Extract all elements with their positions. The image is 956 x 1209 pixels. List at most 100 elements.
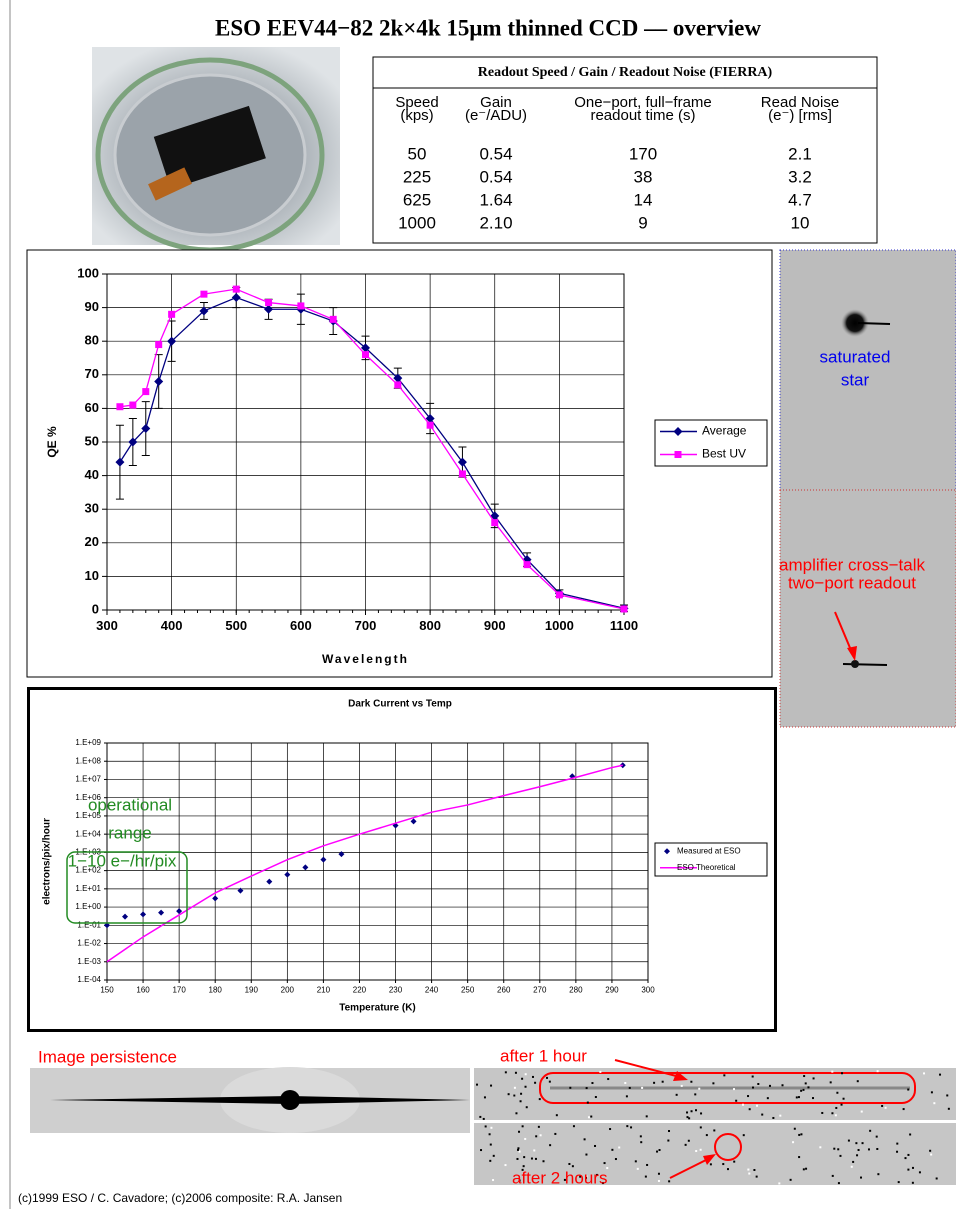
table-cell: 170	[629, 144, 657, 163]
x-tick-label: 600	[290, 618, 312, 633]
column-header: readout time (s)	[590, 107, 695, 124]
marker	[362, 351, 369, 358]
marker	[675, 451, 682, 458]
x-tick-label: 180	[209, 985, 223, 994]
footer: (c)1999 ESO / C. Cavadore; (c)2006 compo…	[18, 1191, 342, 1205]
y-tick-label: 80	[85, 333, 99, 348]
y-tick-label: 0	[92, 601, 99, 616]
table-cell: 2.1	[788, 144, 812, 163]
x-axis-label: Wavelength	[322, 652, 409, 666]
marker	[142, 388, 149, 395]
y-tick-label: 1.E-04	[77, 975, 101, 984]
y-tick-label: 60	[85, 400, 99, 415]
marker	[621, 605, 628, 612]
marker	[556, 591, 563, 598]
x-tick-label: 280	[569, 985, 583, 994]
table-cell: 3.2	[788, 167, 812, 186]
x-tick-label: 290	[605, 985, 619, 994]
x-tick-label: 900	[484, 618, 506, 633]
table-cell: 9	[638, 213, 647, 232]
after-1-label: after 1 hour	[500, 1046, 587, 1065]
y-tick-label: 20	[85, 534, 99, 549]
table-cell: 1.64	[479, 190, 512, 209]
y-tick-label: 70	[85, 366, 99, 381]
table-cell: 50	[408, 144, 427, 163]
marker	[394, 381, 401, 388]
y-axis-label: QE %	[45, 426, 59, 458]
title: ESO EEV44−82 2k×4k 15μm thinned CCD –– o…	[215, 15, 761, 40]
table-cell: 2.10	[479, 213, 512, 232]
after-2-label: after 2 hours	[512, 1168, 607, 1187]
plot-area	[107, 743, 648, 980]
persistence-image	[30, 1067, 470, 1133]
crosstalk-label: amplifier cross−talk	[779, 555, 925, 574]
marker	[491, 519, 498, 526]
x-tick-label: 190	[245, 985, 259, 994]
marker	[233, 286, 240, 293]
x-tick-label: 210	[317, 985, 331, 994]
x-tick-label: 800	[419, 618, 441, 633]
x-tick-label: 300	[641, 985, 655, 994]
y-tick-label: 1.E+01	[75, 884, 101, 893]
x-tick-label: 700	[355, 618, 377, 633]
marker	[129, 402, 136, 409]
x-tick-label: 240	[425, 985, 439, 994]
star-label: saturated	[820, 347, 891, 366]
marker	[265, 299, 272, 306]
legend-label: Measured at ESO	[677, 846, 741, 855]
table-cell: 10	[791, 213, 810, 232]
x-tick-label: 500	[225, 618, 247, 633]
marker	[459, 470, 466, 477]
table-cell: 225	[403, 167, 431, 186]
marker	[116, 403, 123, 410]
star-label: star	[841, 370, 870, 389]
y-tick-label: 10	[85, 568, 99, 583]
y-tick-label: 90	[85, 299, 99, 314]
table-cell: 0.54	[479, 167, 512, 186]
range-label: range	[108, 823, 151, 842]
crosstalk-label: two−port readout	[788, 573, 916, 592]
x-tick-label: 160	[136, 985, 150, 994]
table-cell: 14	[634, 190, 653, 209]
legend-label: Average	[702, 424, 747, 438]
table-cell: 625	[403, 190, 431, 209]
y-tick-label: 1.E-01	[77, 920, 101, 929]
persistence-label: Image persistence	[38, 1047, 177, 1066]
y-tick-label: 30	[85, 501, 99, 516]
column-header: (kps)	[400, 107, 433, 124]
marker	[427, 422, 434, 429]
x-tick-label: 400	[161, 618, 183, 633]
table-cell: 4.7	[788, 190, 812, 209]
y-axis-label: electrons/pix/hour	[42, 818, 53, 905]
y-tick-label: 1.E+00	[75, 902, 101, 911]
x-tick-label: 260	[497, 985, 511, 994]
legend-label: ESO Theoretical	[677, 863, 736, 872]
y-tick-label: 1.E+07	[75, 775, 101, 784]
y-tick-label: 50	[85, 433, 99, 448]
page: ESO EEV44−82 2k×4k 15μm thinned CCD –– o…	[0, 0, 956, 1209]
x-tick-label: 250	[461, 985, 475, 994]
x-tick-label: 270	[533, 985, 547, 994]
y-tick-label: 1.E+09	[75, 738, 101, 747]
x-axis-label: Temperature (K)	[339, 1003, 416, 1014]
crosstalk-image	[780, 490, 956, 727]
marker	[297, 302, 304, 309]
y-tick-label: 100	[77, 265, 99, 280]
marker	[168, 311, 175, 318]
y-tick-label: 1.E-03	[77, 957, 101, 966]
marker	[330, 316, 337, 323]
ccd-photo	[92, 47, 340, 250]
x-tick-label: 150	[100, 985, 114, 994]
legend-label: Best UV	[702, 447, 746, 461]
marker	[524, 561, 531, 568]
x-tick-label: 200	[281, 985, 295, 994]
table-cell: 0.54	[479, 144, 512, 163]
column-header: (e⁻/ADU)	[465, 107, 527, 124]
poster: ESO EEV44−82 2k×4k 15μm thinned CCD –– o…	[0, 0, 956, 1209]
x-tick-label: 300	[96, 618, 118, 633]
y-tick-label: 1.E-02	[77, 939, 101, 948]
column-header: (e⁻) [rms]	[768, 107, 832, 124]
x-tick-label: 170	[172, 985, 186, 994]
table-cell: 38	[634, 167, 653, 186]
y-tick-label: 40	[85, 467, 99, 482]
